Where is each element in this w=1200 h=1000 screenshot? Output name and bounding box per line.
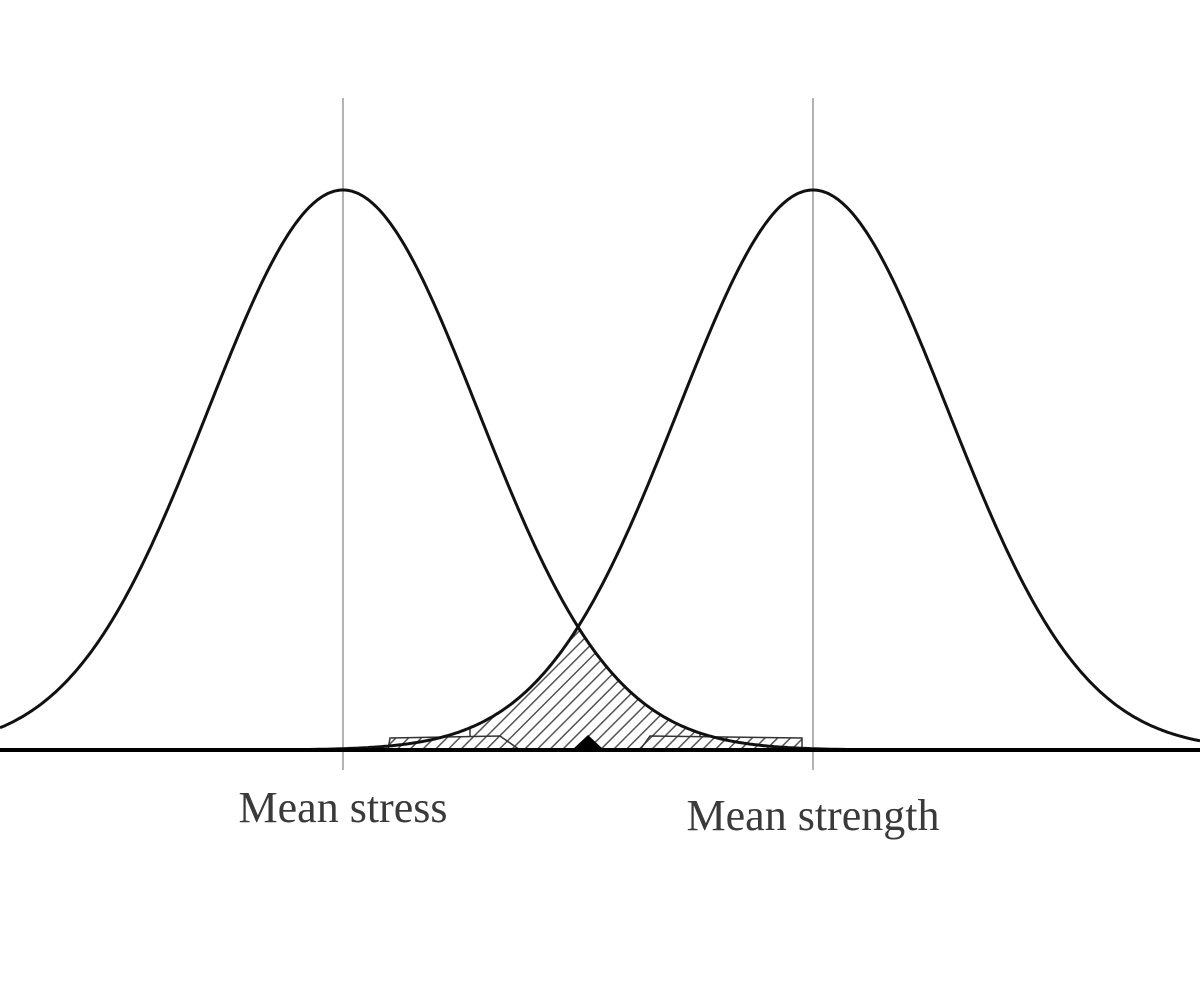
mean-strength-label: Mean strength [687,791,940,840]
interference-hatched-area [469,625,701,751]
mean-stress-label: Mean stress [239,783,448,832]
intersection-marker [572,735,604,750]
interference-region [387,625,803,751]
